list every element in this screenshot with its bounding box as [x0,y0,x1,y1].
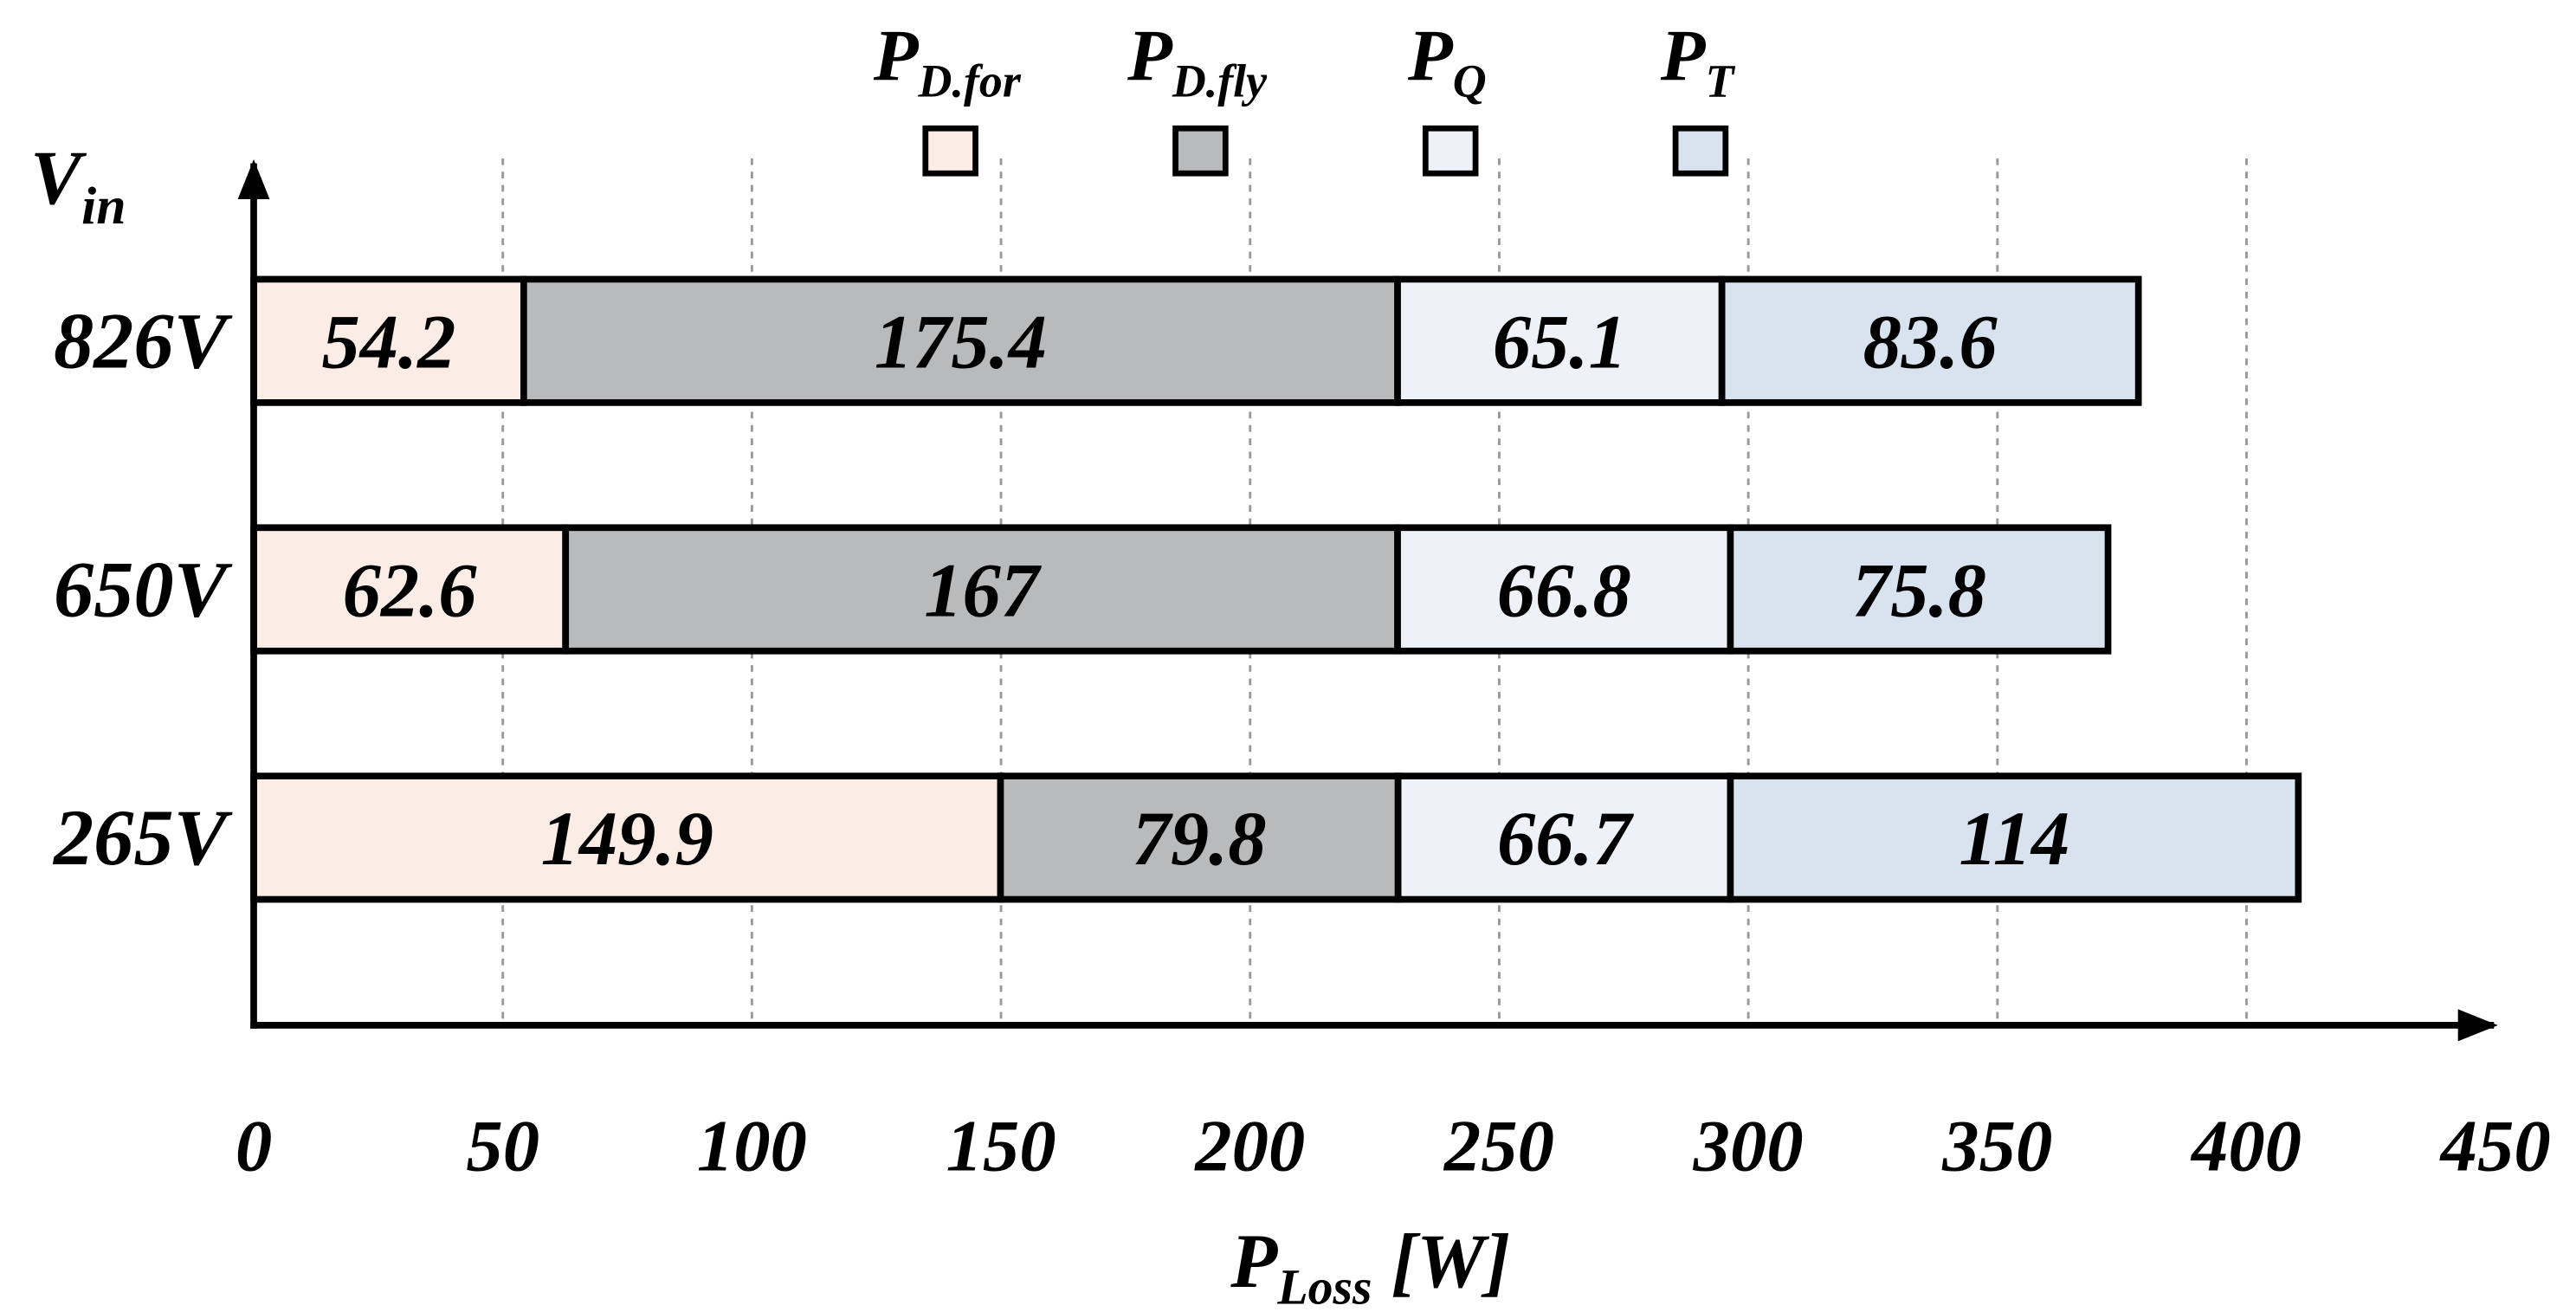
y-label-sub: in [81,177,126,236]
bar-segment [520,275,1401,406]
data-label: 62.6 [343,548,478,633]
bar-segment [1718,275,2142,406]
data-label: 149.9 [541,797,713,882]
x-tick-label: 200 [1193,1106,1305,1186]
y-label-main: V [30,136,87,221]
legend-label: PD.for [873,16,1022,107]
legend-sub: D.fly [1172,55,1268,107]
legend-label: PT [1660,16,1736,107]
legend-name: P [1127,16,1173,96]
data-label: 83.6 [1863,300,1998,385]
x-label-main: P [1230,1219,1278,1304]
x-label-suffix: [W] [1372,1219,1510,1304]
legend-sub: Q [1453,55,1487,107]
x-tick-label: 100 [697,1106,807,1186]
x-tick-label: 300 [1693,1106,1804,1186]
legend-sub: T [1706,55,1736,107]
legend-label: PD.fly [1127,16,1268,107]
legend-name: P [1660,16,1707,96]
x-tick-label: 50 [466,1106,539,1186]
y-axis-label: Vin [30,136,126,236]
data-label: 65.1 [1493,300,1627,385]
data-label: 75.8 [1852,548,1986,633]
data-label: 66.7 [1497,797,1635,882]
data-label: 79.8 [1133,797,1267,882]
bar-segment [250,772,1004,903]
legend-swatch [1422,125,1479,177]
x-tick-label: 450 [2439,1106,2551,1186]
bar-segment [1727,524,2112,655]
data-label: 114 [1959,797,2069,882]
x-tick-label: 400 [2190,1106,2302,1186]
x-axis-label: PLoss [W] [1230,1219,1510,1312]
bars [250,275,2302,903]
legend-name: P [873,16,920,96]
data-label: 175.4 [875,300,1047,385]
data-label: 66.8 [1497,548,1631,633]
x-tick-label: 0 [236,1106,272,1186]
bar-segment [1727,772,2302,903]
legend-label: PQ [1407,16,1487,107]
data-label: 54.2 [321,300,455,385]
x-tick-label: 350 [1941,1106,2052,1186]
x-tick-label: 150 [946,1106,1056,1186]
legend-swatch [922,125,978,177]
labels: 0 50 100 150 200 250 300 350 400 450 826V 54.2 175.4… [52,16,2551,1186]
data-label: 167 [924,548,1043,633]
legend-swatch [1672,125,1729,177]
y-tick-label: 265V [52,793,233,882]
bar-segment [997,772,1402,903]
legend-sub: D.for [918,55,1022,107]
y-tick-label: 826V [54,296,233,385]
x-tick-label: 250 [1443,1106,1554,1186]
legend-name: P [1407,16,1454,96]
y-tick-label: 650V [54,545,233,633]
x-label-sub: Loss [1276,1260,1372,1312]
legend-swatch [1172,125,1229,177]
